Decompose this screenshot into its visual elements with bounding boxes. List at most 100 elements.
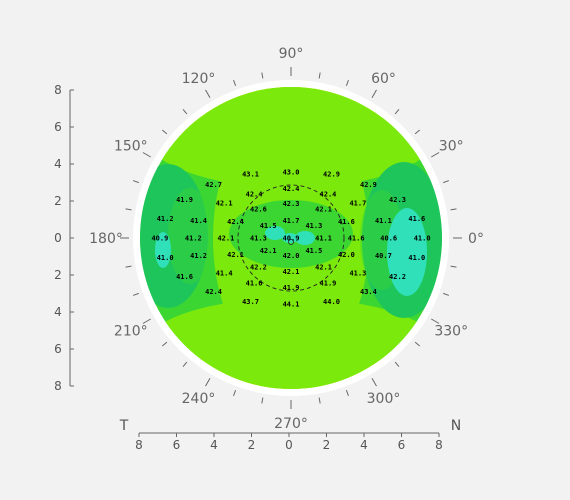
angle-tick	[431, 152, 440, 158]
y-tick-label: 8	[54, 379, 62, 393]
angle-tick	[371, 89, 377, 98]
angle-tick	[414, 129, 421, 135]
map-value: 42.7	[205, 181, 222, 189]
map-value: 42.4	[227, 218, 244, 226]
angle-label: 150°	[114, 139, 148, 155]
x-tick-label: 0	[285, 438, 293, 452]
angle-tick	[431, 318, 440, 324]
map-value: 41.6	[246, 279, 263, 287]
map-value: 41.6	[176, 273, 193, 281]
y-tick-label: 8	[54, 83, 62, 97]
angle-label: 120°	[182, 71, 216, 87]
map-value: 41.4	[216, 270, 233, 278]
y-tick-label: 2	[54, 268, 62, 282]
temporal-label: T	[119, 418, 129, 434]
map-value: 41.7	[283, 217, 300, 225]
y-tick-label: 0	[54, 231, 62, 245]
angle-tick	[345, 79, 349, 86]
map-value: 41.6	[338, 218, 355, 226]
x-tick-label: 4	[360, 438, 368, 452]
map-value: 42.4	[246, 191, 263, 199]
map-value: 41.0	[408, 254, 425, 262]
angle-tick	[161, 341, 168, 347]
map-value: 41.9	[320, 279, 337, 287]
map-value: 42.4	[283, 185, 300, 193]
angle-tick	[142, 152, 151, 158]
angle-label: 180°	[89, 231, 123, 247]
angle-tick	[132, 180, 139, 184]
map-value: 42.1	[283, 268, 300, 276]
map-value: 41.0	[414, 235, 431, 243]
map-value: 43.7	[242, 298, 259, 306]
angle-tick	[142, 318, 151, 324]
map-value: 44.0	[323, 298, 340, 306]
map-value: 43.0	[283, 169, 300, 177]
map-value: 43.1	[242, 170, 259, 178]
map-value: 41.6	[348, 235, 365, 243]
map-value: 42.3	[283, 200, 300, 208]
angle-label: 210°	[114, 324, 148, 340]
map-value: 42.4	[205, 288, 222, 296]
map-value: 41.9	[283, 284, 300, 292]
map-value: 40.9	[151, 235, 168, 243]
map-value: 42.3	[389, 196, 406, 204]
angle-tick	[414, 341, 421, 347]
angle-label: 90°	[279, 46, 304, 62]
angle-label: 0°	[468, 231, 484, 247]
map-value: 41.2	[185, 235, 202, 243]
map-value: 40.6	[380, 235, 397, 243]
map-value: 41.3	[349, 270, 366, 278]
angle-tick	[205, 89, 211, 98]
angle-label: 60°	[371, 71, 396, 87]
angle-tick	[318, 397, 321, 404]
map-value: 42.0	[338, 251, 355, 259]
angle-tick	[443, 292, 450, 296]
angle-tick	[182, 361, 188, 368]
map-value: 41.1	[375, 217, 392, 225]
x-tick-label: 2	[323, 438, 331, 452]
map-value: 40.9	[283, 235, 300, 243]
map-value: 41.6	[408, 215, 425, 223]
angle-tick	[371, 378, 377, 387]
inner-dashed-circle	[237, 184, 345, 292]
angle-tick	[132, 292, 139, 296]
angle-label: 300°	[367, 391, 401, 407]
map-value: 43.4	[360, 288, 377, 296]
angle-tick	[345, 390, 349, 397]
angle-tick	[233, 79, 237, 86]
map-value: 42.1	[315, 205, 332, 213]
y-tick-label: 4	[54, 157, 62, 171]
map-value: 41.5	[305, 247, 322, 255]
angle-tick	[125, 265, 132, 268]
map-value: 42.2	[250, 264, 267, 272]
angle-tick	[182, 108, 188, 115]
map-value: 41.3	[250, 235, 267, 243]
y-tick-label: 4	[54, 305, 62, 319]
angle-ticks: 0° 30° 60° 90° 120° 150° 180° 210° 240° 270° 300° 3…	[89, 46, 484, 432]
map-value: 41.9	[176, 196, 193, 204]
map-value: 41.5	[260, 222, 277, 230]
x-tick-label: 2	[248, 438, 256, 452]
map-value: 42.1	[217, 235, 234, 243]
angle-tick	[261, 397, 264, 404]
map-value: 41.0	[157, 254, 174, 262]
angle-label: 330°	[434, 324, 468, 340]
map-value: 44.1	[283, 301, 300, 309]
map-value: 42.9	[360, 181, 377, 189]
y-tick-label: 6	[54, 120, 62, 134]
y-tick-label: 6	[54, 342, 62, 356]
angle-tick	[443, 180, 450, 184]
angle-tick	[450, 265, 457, 268]
x-tick-label: 6	[398, 438, 406, 452]
map-value: 42.6	[250, 205, 267, 213]
map-value: 40.7	[375, 252, 392, 260]
map-value: 42.1	[260, 247, 277, 255]
map-value: 42.2	[389, 273, 406, 281]
map-value: 42.4	[320, 191, 337, 199]
map-value: 41.1	[315, 235, 332, 243]
angle-tick	[233, 390, 237, 397]
angle-label: 240°	[182, 391, 216, 407]
map-value: 42.9	[323, 170, 340, 178]
